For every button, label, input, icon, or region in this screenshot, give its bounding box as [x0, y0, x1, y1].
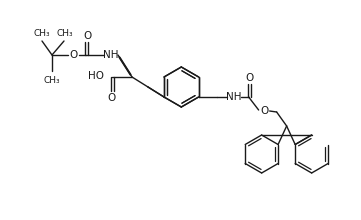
- Text: O: O: [70, 50, 78, 60]
- Text: HO: HO: [88, 71, 104, 81]
- Text: O: O: [261, 106, 269, 116]
- Text: NH: NH: [226, 92, 242, 102]
- Text: NH: NH: [103, 50, 119, 60]
- Text: O: O: [245, 73, 254, 83]
- Text: CH₃: CH₃: [44, 75, 60, 84]
- Text: O: O: [108, 93, 116, 103]
- Text: CH₃: CH₃: [57, 29, 73, 37]
- Text: CH₃: CH₃: [34, 29, 50, 37]
- Text: O: O: [83, 31, 91, 41]
